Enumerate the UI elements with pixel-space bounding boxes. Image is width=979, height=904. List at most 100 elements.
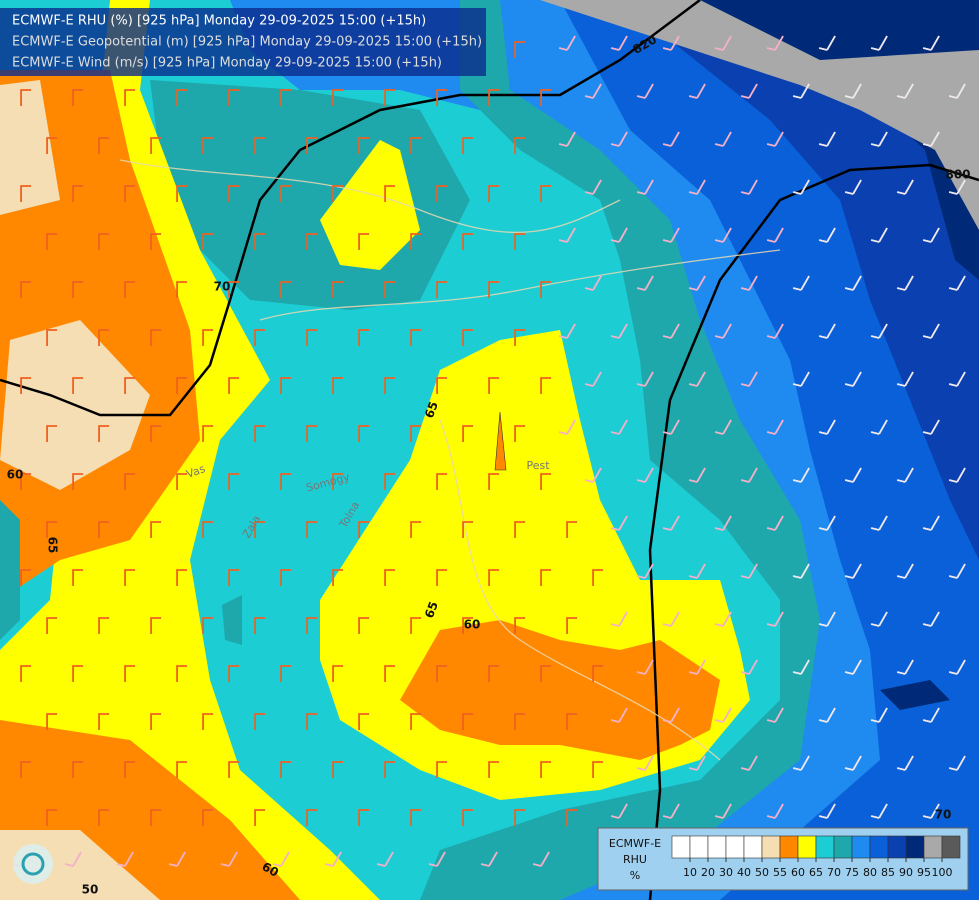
wind-barb (98, 617, 110, 634)
wind-barb (740, 563, 758, 579)
wind-barb (254, 233, 266, 250)
contour-label: 800 (945, 168, 970, 182)
wind-barb (636, 83, 654, 99)
rhu-70-75 (222, 595, 242, 645)
legend-swatch (941, 835, 961, 859)
wind-barb (384, 281, 396, 298)
wind-barb (280, 569, 292, 586)
wind-barb (176, 185, 188, 202)
wind-barb (72, 89, 84, 106)
wind-barb (98, 425, 110, 442)
wind-barb (228, 473, 240, 490)
wind-barb (306, 425, 318, 442)
wind-barb (636, 179, 654, 195)
wind-barb (46, 617, 58, 634)
wind-barb (922, 323, 940, 339)
wind-barb (740, 755, 758, 771)
wind-barb (922, 515, 940, 531)
wind-barb (714, 227, 732, 243)
wind-barb (714, 323, 732, 339)
wind-barb (766, 515, 784, 531)
legend-swatch (851, 835, 871, 859)
contour-label: 70 (214, 280, 231, 294)
wind-barb (202, 137, 214, 154)
wind-barb (540, 665, 552, 682)
wind-barb (870, 35, 888, 51)
geopotential-contour (648, 163, 979, 901)
wind-barb (202, 521, 214, 538)
wind-barb (610, 35, 628, 51)
wind-barb (20, 185, 32, 202)
wind-barb (896, 659, 914, 675)
wind-barb (332, 89, 344, 106)
header-line: ECMWF-E Wind (m/s) [925 hPa] Monday 29-0… (12, 56, 442, 71)
wind-barb (254, 329, 266, 346)
wind-barb (540, 89, 552, 106)
wind-barb (272, 851, 290, 867)
wind-barb (72, 473, 84, 490)
wind-barb (488, 473, 500, 490)
wind-barb (202, 713, 214, 730)
wind-barb (540, 569, 552, 586)
wind-barb (662, 419, 680, 435)
geopotential-contour (0, 0, 701, 417)
wind-barb (254, 521, 266, 538)
wind-barb (384, 377, 396, 394)
wind-barb (436, 89, 448, 106)
wind-barb (688, 275, 706, 291)
wind-barb (202, 809, 214, 826)
wind-barb (818, 131, 836, 147)
wind-barb (558, 323, 576, 339)
wind-barb (870, 611, 888, 627)
wind-barb (610, 611, 628, 627)
wind-barb (358, 521, 370, 538)
contour-label: 70 (935, 808, 952, 822)
wind-barb (168, 851, 186, 867)
wind-barb (688, 371, 706, 387)
wind-barb (740, 467, 758, 483)
wind-barb (98, 521, 110, 538)
wind-barb (228, 761, 240, 778)
wind-barb (870, 419, 888, 435)
wind-barb (332, 473, 344, 490)
wind-barb (844, 83, 862, 99)
wind-barb (332, 281, 344, 298)
legend-tick-label: 50 (755, 866, 769, 879)
rhu-55-60 (400, 620, 720, 760)
wind-barb (844, 371, 862, 387)
legend-tick-label: 65 (809, 866, 823, 879)
wind-barb (636, 467, 654, 483)
logo (13, 844, 53, 884)
rhu-85-90 (620, 0, 979, 560)
wind-barb (358, 713, 370, 730)
wind-barb (948, 83, 966, 99)
contour-label: 65 (422, 600, 441, 620)
wind-barb (20, 377, 32, 394)
wind-barb (150, 617, 162, 634)
wind-barb (714, 419, 732, 435)
wind-barb (896, 275, 914, 291)
legend-tick-label: 60 (791, 866, 805, 879)
rhu-50-55 (0, 80, 60, 215)
wind-barb (558, 419, 576, 435)
wind-barb (948, 755, 966, 771)
wind-barb (792, 467, 810, 483)
wind-barb (636, 659, 654, 675)
wind-barb (818, 323, 836, 339)
wind-barb (514, 41, 526, 58)
wind-barb (766, 227, 784, 243)
wind-barb (636, 371, 654, 387)
legend-swatch (779, 835, 799, 859)
wind-barb (792, 659, 810, 675)
wind-barb (20, 665, 32, 682)
wind-barb (410, 713, 422, 730)
wind-barb (514, 521, 526, 538)
wind-barb (98, 809, 110, 826)
wind-barb (584, 371, 602, 387)
wind-barb (46, 521, 58, 538)
wind-barb (870, 707, 888, 723)
wind-barb (428, 851, 446, 867)
wind-barb (384, 569, 396, 586)
legend-tick-label: 90 (899, 866, 913, 879)
